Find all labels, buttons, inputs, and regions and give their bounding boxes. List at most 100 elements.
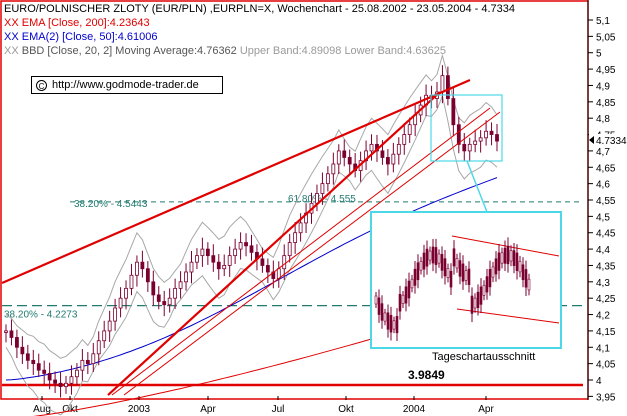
y-tick-label: 4,85 — [596, 98, 616, 109]
inset-lower-channel — [456, 308, 560, 324]
inset-candle-body — [509, 250, 513, 262]
last-price-bg — [589, 133, 627, 146]
candle-body — [69, 376, 74, 384]
candle-body — [293, 232, 298, 243]
legend-bbd-xx: XX — [4, 45, 19, 57]
x-tick-label: Apr — [478, 404, 494, 415]
candle-body — [64, 382, 68, 387]
fib-label-3: 38.20% - 4.2273 — [4, 310, 78, 321]
candle-body — [25, 353, 30, 361]
x-tick-label: Okt — [338, 404, 354, 415]
y-tick-label: 4,65 — [596, 163, 616, 174]
inset-candle-body — [485, 276, 489, 293]
inset-candle-body — [506, 245, 510, 265]
legend-title: EURO/POLNISCHER ZLOTY (EUR/PLN) ,EURPLN=… — [4, 3, 516, 15]
y-tick-label: 4,3 — [596, 278, 610, 289]
candle-body — [407, 124, 412, 135]
inset-candle-body — [386, 312, 390, 330]
inset-candle-body — [383, 312, 387, 322]
y-tick-label: 4,6 — [596, 180, 610, 191]
x-tick-label: Aug — [33, 404, 51, 415]
inset-candle-body — [482, 285, 486, 296]
candle-body — [36, 363, 41, 371]
legend-ema200-row: XX EMA [Close, 200]:4.23643 — [4, 17, 150, 30]
inset-candle-body — [455, 258, 459, 269]
candle-body — [173, 287, 178, 299]
candle-body — [4, 330, 8, 333]
candle-body — [205, 248, 210, 257]
inset-candle-body — [461, 263, 465, 282]
candle-body — [135, 261, 139, 276]
channel-line-2 — [123, 111, 501, 396]
inset-candle-body — [380, 303, 384, 321]
y-tick-label: 3,95 — [596, 392, 616, 403]
legend-bbd-bands: Upper Band:4.89098 Lower Band:4.63625 — [239, 45, 446, 57]
candle-body — [216, 261, 221, 270]
candle-body — [227, 255, 232, 266]
candle-body — [31, 359, 36, 365]
inset-candle-body — [389, 315, 393, 333]
inset-connector — [466, 160, 488, 213]
inset-candle-body — [494, 258, 498, 275]
inset-candle-body — [437, 253, 441, 264]
candle-body — [238, 242, 243, 250]
inset-candle-body — [527, 278, 531, 291]
candle-body — [151, 281, 156, 296]
candle-body — [325, 173, 330, 185]
y-tick-label: 4,8 — [596, 114, 610, 125]
candle-body — [287, 242, 292, 257]
legend-ema200: EMA [Close, 200]:4.23643 — [21, 17, 150, 29]
y-tick-label: 4,45 — [596, 229, 616, 240]
inset-candle-body — [446, 268, 450, 278]
x-tick-label: 2004 — [403, 404, 426, 415]
candle-body — [347, 157, 352, 165]
inset-candle-body — [407, 280, 411, 299]
candle-body — [402, 134, 407, 145]
candle-body — [445, 75, 450, 99]
bollinger-lower-band — [5, 94, 498, 416]
candle-body — [298, 222, 303, 234]
candle-body — [265, 265, 270, 273]
candle-body — [244, 242, 248, 247]
candle-body — [129, 274, 134, 289]
y-tick-label: 4,2 — [596, 311, 610, 322]
inset-candle-body — [512, 250, 516, 266]
candle-body — [342, 150, 347, 158]
candle-body — [451, 98, 456, 126]
inset-candle-body — [416, 262, 420, 281]
y-tick-label: 4,7 — [596, 147, 610, 158]
copyright-icon: C — [36, 80, 47, 91]
inset-candle-body — [518, 260, 522, 273]
inset-candle-body — [434, 247, 438, 265]
inset-candle-body — [440, 254, 444, 271]
candle-body — [467, 143, 472, 152]
candle-body — [320, 183, 325, 194]
y-tick-label: 5 — [596, 49, 602, 60]
candle-body — [233, 248, 238, 257]
candle-body — [107, 320, 112, 332]
candle-body — [276, 268, 281, 279]
candle-body — [478, 137, 483, 142]
upper-trend-line — [1, 78, 471, 285]
candle-body — [162, 301, 167, 306]
inset-candle-body — [473, 297, 477, 309]
candle-body — [211, 255, 216, 263]
inset-candle-body — [422, 252, 426, 270]
inset-candle-body — [413, 268, 417, 286]
inset-candle-body — [410, 278, 414, 289]
inset-candle-body — [470, 295, 474, 314]
legend-title-row: EURO/POLNISCHER ZLOTY (EUR/PLN) ,EURPLN=… — [4, 3, 515, 16]
candle-body — [113, 307, 118, 322]
legend-ema50: EMA(2) [Close, 50]:4.61006 — [21, 31, 158, 43]
inset-candle-body — [398, 293, 402, 312]
inset-candle-body — [458, 260, 462, 277]
candle-body — [495, 134, 499, 142]
inset-candle-body — [515, 252, 519, 271]
candle-body — [385, 157, 390, 165]
inset-candle-body — [401, 294, 405, 305]
candle-body — [140, 261, 145, 270]
legend-ema50-row: XX EMA(2) [Close, 50]:4.61006 — [4, 31, 158, 44]
candle-body — [473, 140, 478, 145]
